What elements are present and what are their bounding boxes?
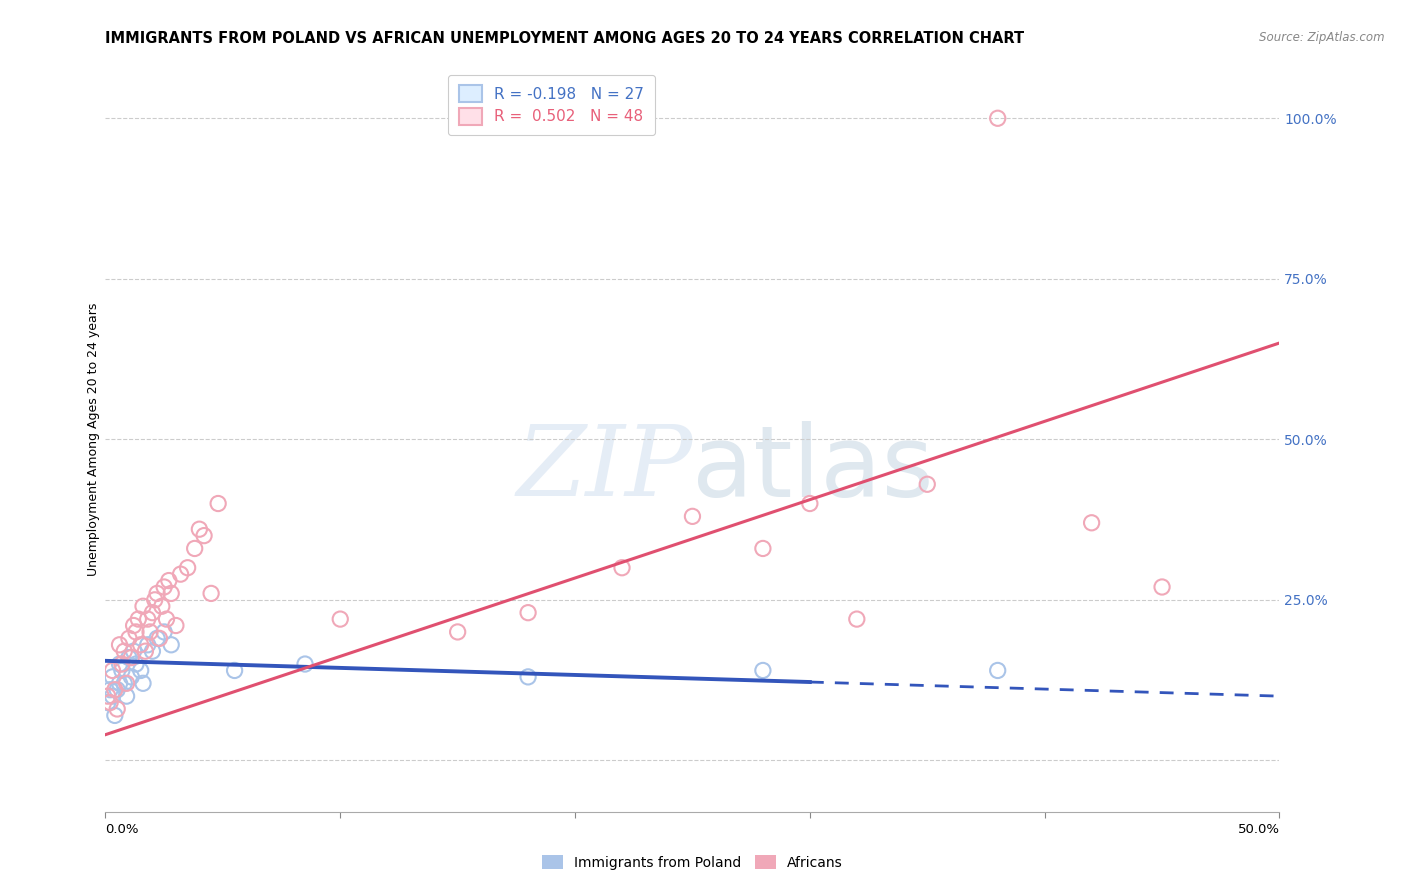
Point <box>176 560 198 574</box>
Point <box>125 657 148 671</box>
Point <box>188 522 211 536</box>
Point <box>132 599 155 614</box>
Point <box>207 496 229 510</box>
Point <box>139 624 162 639</box>
Point <box>101 670 124 684</box>
Point <box>101 689 124 703</box>
Point <box>1080 516 1102 530</box>
Text: atlas: atlas <box>692 421 934 517</box>
Point <box>141 606 163 620</box>
Point <box>329 612 352 626</box>
Point <box>153 580 176 594</box>
Point <box>125 624 148 639</box>
Point <box>294 657 316 671</box>
Point <box>845 612 868 626</box>
Point <box>1150 580 1173 594</box>
Point <box>157 574 180 588</box>
Point <box>183 541 205 556</box>
Point <box>134 644 156 658</box>
Point <box>111 657 134 671</box>
Point <box>108 638 131 652</box>
Point <box>129 664 152 678</box>
Point <box>120 650 142 665</box>
Point <box>118 632 141 646</box>
Point <box>122 618 145 632</box>
Point <box>104 708 127 723</box>
Point <box>136 612 159 626</box>
Point <box>112 676 135 690</box>
Point <box>146 632 169 646</box>
Point <box>105 682 128 697</box>
Point <box>517 606 540 620</box>
Point <box>136 638 159 652</box>
Point <box>115 676 138 690</box>
Point <box>105 702 128 716</box>
Point <box>115 689 138 703</box>
Point <box>141 644 163 658</box>
Point <box>155 612 177 626</box>
Point <box>98 696 121 710</box>
Point <box>987 664 1010 678</box>
Point <box>517 670 540 684</box>
Point <box>122 644 145 658</box>
Point <box>143 592 166 607</box>
Point <box>129 638 152 652</box>
Point <box>799 496 821 510</box>
Point <box>148 632 170 646</box>
Point <box>104 682 127 697</box>
Point <box>97 689 120 703</box>
Point <box>97 696 120 710</box>
Point <box>193 528 215 542</box>
Point <box>127 612 149 626</box>
Point <box>915 477 938 491</box>
Text: 0.0%: 0.0% <box>105 822 139 836</box>
Point <box>160 638 183 652</box>
Point <box>752 541 775 556</box>
Point <box>108 676 131 690</box>
Point <box>224 664 246 678</box>
Point <box>98 682 121 697</box>
Point <box>132 676 155 690</box>
Point <box>160 586 183 600</box>
Point <box>681 509 703 524</box>
Point <box>446 624 468 639</box>
Point <box>153 624 176 639</box>
Y-axis label: Unemployment Among Ages 20 to 24 years: Unemployment Among Ages 20 to 24 years <box>87 302 100 576</box>
Point <box>120 670 142 684</box>
Point <box>752 664 775 678</box>
Point <box>987 112 1010 126</box>
Point <box>146 586 169 600</box>
Point <box>111 664 134 678</box>
Point <box>610 560 633 574</box>
Text: ZIP: ZIP <box>516 421 692 516</box>
Point <box>150 599 173 614</box>
Point <box>118 650 141 665</box>
Text: Source: ZipAtlas.com: Source: ZipAtlas.com <box>1260 31 1385 45</box>
Point <box>169 567 191 582</box>
Text: 50.0%: 50.0% <box>1237 822 1279 836</box>
Point <box>108 657 131 671</box>
Point <box>200 586 222 600</box>
Legend: Immigrants from Poland, Africans: Immigrants from Poland, Africans <box>537 849 848 876</box>
Text: IMMIGRANTS FROM POLAND VS AFRICAN UNEMPLOYMENT AMONG AGES 20 TO 24 YEARS CORRELA: IMMIGRANTS FROM POLAND VS AFRICAN UNEMPL… <box>105 31 1025 46</box>
Point <box>101 664 124 678</box>
Point <box>112 644 135 658</box>
Point <box>165 618 187 632</box>
